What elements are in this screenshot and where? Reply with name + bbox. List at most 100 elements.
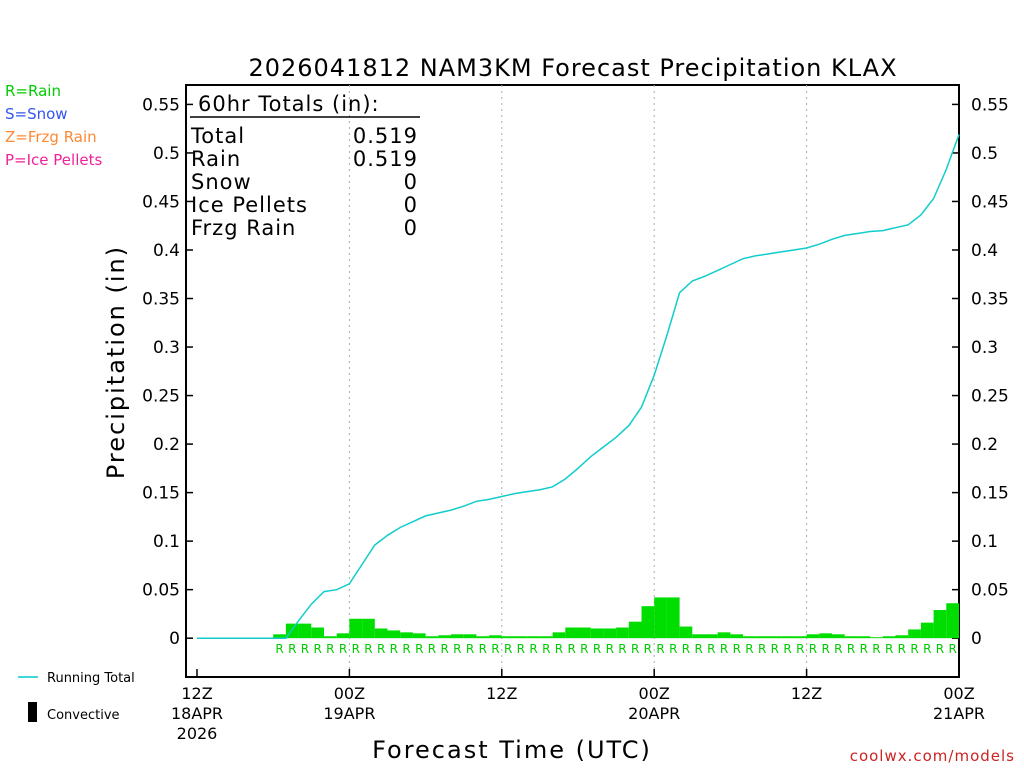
ptype-mark: R bbox=[402, 642, 410, 656]
totals-row-label: Rain bbox=[191, 147, 241, 171]
ptype-legend-item: Z=Frzg Rain bbox=[5, 128, 97, 146]
ptype-mark: R bbox=[390, 642, 398, 656]
ptype-mark: R bbox=[936, 642, 944, 656]
running-total-line bbox=[197, 134, 960, 639]
convective-legend-label: Convective bbox=[47, 708, 120, 723]
totals-row-value: 0 bbox=[404, 170, 418, 194]
precip-bar bbox=[336, 633, 350, 639]
ptype-mark: R bbox=[326, 642, 334, 656]
y-tick-label-right: 0.4 bbox=[971, 241, 998, 261]
ptype-mark: R bbox=[275, 642, 283, 656]
grid-lines bbox=[348, 85, 808, 677]
precip-bar bbox=[527, 636, 540, 639]
ptype-mark: R bbox=[352, 642, 360, 656]
y-tick-label-left: 0.05 bbox=[142, 581, 180, 601]
series-legend: Running Total Convective bbox=[18, 671, 135, 723]
precip-bar bbox=[603, 628, 617, 639]
ptype-mark: R bbox=[580, 642, 588, 656]
ptype-mark: R bbox=[618, 642, 626, 656]
precip-bar bbox=[616, 627, 629, 639]
site-credit: coolwx.com/models bbox=[850, 747, 1015, 765]
ptype-mark: R bbox=[682, 642, 690, 656]
precip-bar bbox=[768, 636, 782, 639]
y-tick-label-left: 0.25 bbox=[142, 387, 180, 407]
precip-bar bbox=[374, 628, 388, 639]
precip-bar bbox=[705, 634, 718, 639]
y-tick-label-left: 0.5 bbox=[153, 144, 180, 164]
precip-bar bbox=[743, 636, 756, 639]
ptype-mark: R bbox=[923, 642, 931, 656]
x-axis-label: Forecast Time (UTC) bbox=[372, 736, 652, 764]
precip-bar bbox=[501, 636, 515, 639]
ptype-legend-item: S=Snow bbox=[5, 105, 68, 123]
y-tick-label-left: 0.35 bbox=[142, 290, 180, 310]
precip-bar bbox=[832, 634, 845, 639]
precip-bar bbox=[641, 606, 655, 639]
precip-bar bbox=[425, 636, 439, 639]
y-tick-label-left: 0.4 bbox=[153, 241, 180, 261]
ptype-mark: R bbox=[428, 642, 436, 656]
precip-bar bbox=[273, 634, 286, 639]
precip-bar bbox=[844, 636, 858, 639]
ptype-mark: R bbox=[606, 642, 614, 656]
totals-row-label: Ice Pellets bbox=[191, 193, 308, 217]
precip-bar bbox=[349, 618, 363, 639]
precip-bar bbox=[387, 630, 401, 639]
precip-bar bbox=[514, 636, 528, 639]
y-tick-label-right: 0.25 bbox=[971, 387, 1009, 407]
ptype-mark: R bbox=[339, 642, 347, 656]
ptype-mark: R bbox=[847, 642, 855, 656]
ptype-mark: R bbox=[707, 642, 715, 656]
y-tick-label-right: 0.5 bbox=[971, 144, 998, 164]
ptype-mark: R bbox=[872, 642, 880, 656]
ptype-mark: R bbox=[733, 642, 741, 656]
ptype-mark: R bbox=[656, 642, 664, 656]
ptype-mark: R bbox=[555, 642, 563, 656]
y-axis-left: 0 0.05 0.1 0.15 0.2 0.25 0.3 0.35 0.4 0.45 0.5 0.55 bbox=[142, 95, 193, 649]
precip-bar bbox=[679, 626, 693, 639]
ptype-mark: R bbox=[910, 642, 918, 656]
precip-bar bbox=[298, 623, 312, 639]
ptype-mark: R bbox=[809, 642, 817, 656]
x-tick-label: 2026 bbox=[177, 724, 218, 743]
precip-bar bbox=[908, 629, 921, 639]
y-tick-label-left: 0 bbox=[169, 629, 180, 649]
ptype-mark: R bbox=[771, 642, 779, 656]
ptype-mark: R bbox=[377, 642, 385, 656]
y-tick-label-right: 0.15 bbox=[971, 484, 1009, 504]
precip-bar bbox=[654, 597, 667, 639]
ptype-mark: R bbox=[440, 642, 448, 656]
totals-header: 60hr Totals (in): bbox=[198, 92, 380, 116]
totals-row-value: 0 bbox=[404, 193, 418, 217]
totals-row-value: 0.519 bbox=[353, 124, 418, 148]
precip-bar bbox=[920, 622, 934, 639]
running-total-legend-label: Running Total bbox=[47, 671, 135, 686]
precip-bar bbox=[666, 597, 680, 639]
x-tick-label: 00Z bbox=[334, 684, 365, 703]
y-tick-label-right: 0.3 bbox=[971, 338, 998, 358]
precip-bar bbox=[692, 634, 705, 639]
y-tick-label-right: 0.05 bbox=[971, 581, 1009, 601]
precip-bar bbox=[539, 636, 553, 639]
precip-bar bbox=[590, 628, 604, 639]
ptype-mark: R bbox=[631, 642, 639, 656]
ptype-mark: R bbox=[898, 642, 906, 656]
ptype-mark: R bbox=[567, 642, 575, 656]
precip-bar bbox=[628, 621, 642, 639]
precip-bar bbox=[362, 618, 375, 639]
precip-bar bbox=[857, 636, 871, 639]
precip-bar bbox=[870, 637, 883, 639]
precip-bar bbox=[895, 635, 909, 639]
y-tick-label-left: 0.1 bbox=[153, 532, 180, 552]
ptype-mark: R bbox=[415, 642, 423, 656]
precip-bar bbox=[819, 633, 832, 639]
y-tick-label-left: 0.45 bbox=[142, 192, 180, 212]
ptype-mark: R bbox=[313, 642, 321, 656]
precip-bar bbox=[438, 635, 451, 639]
x-tick-label: 18APR bbox=[171, 704, 223, 723]
ptype-mark: R bbox=[453, 642, 461, 656]
ptype-mark: R bbox=[834, 642, 842, 656]
